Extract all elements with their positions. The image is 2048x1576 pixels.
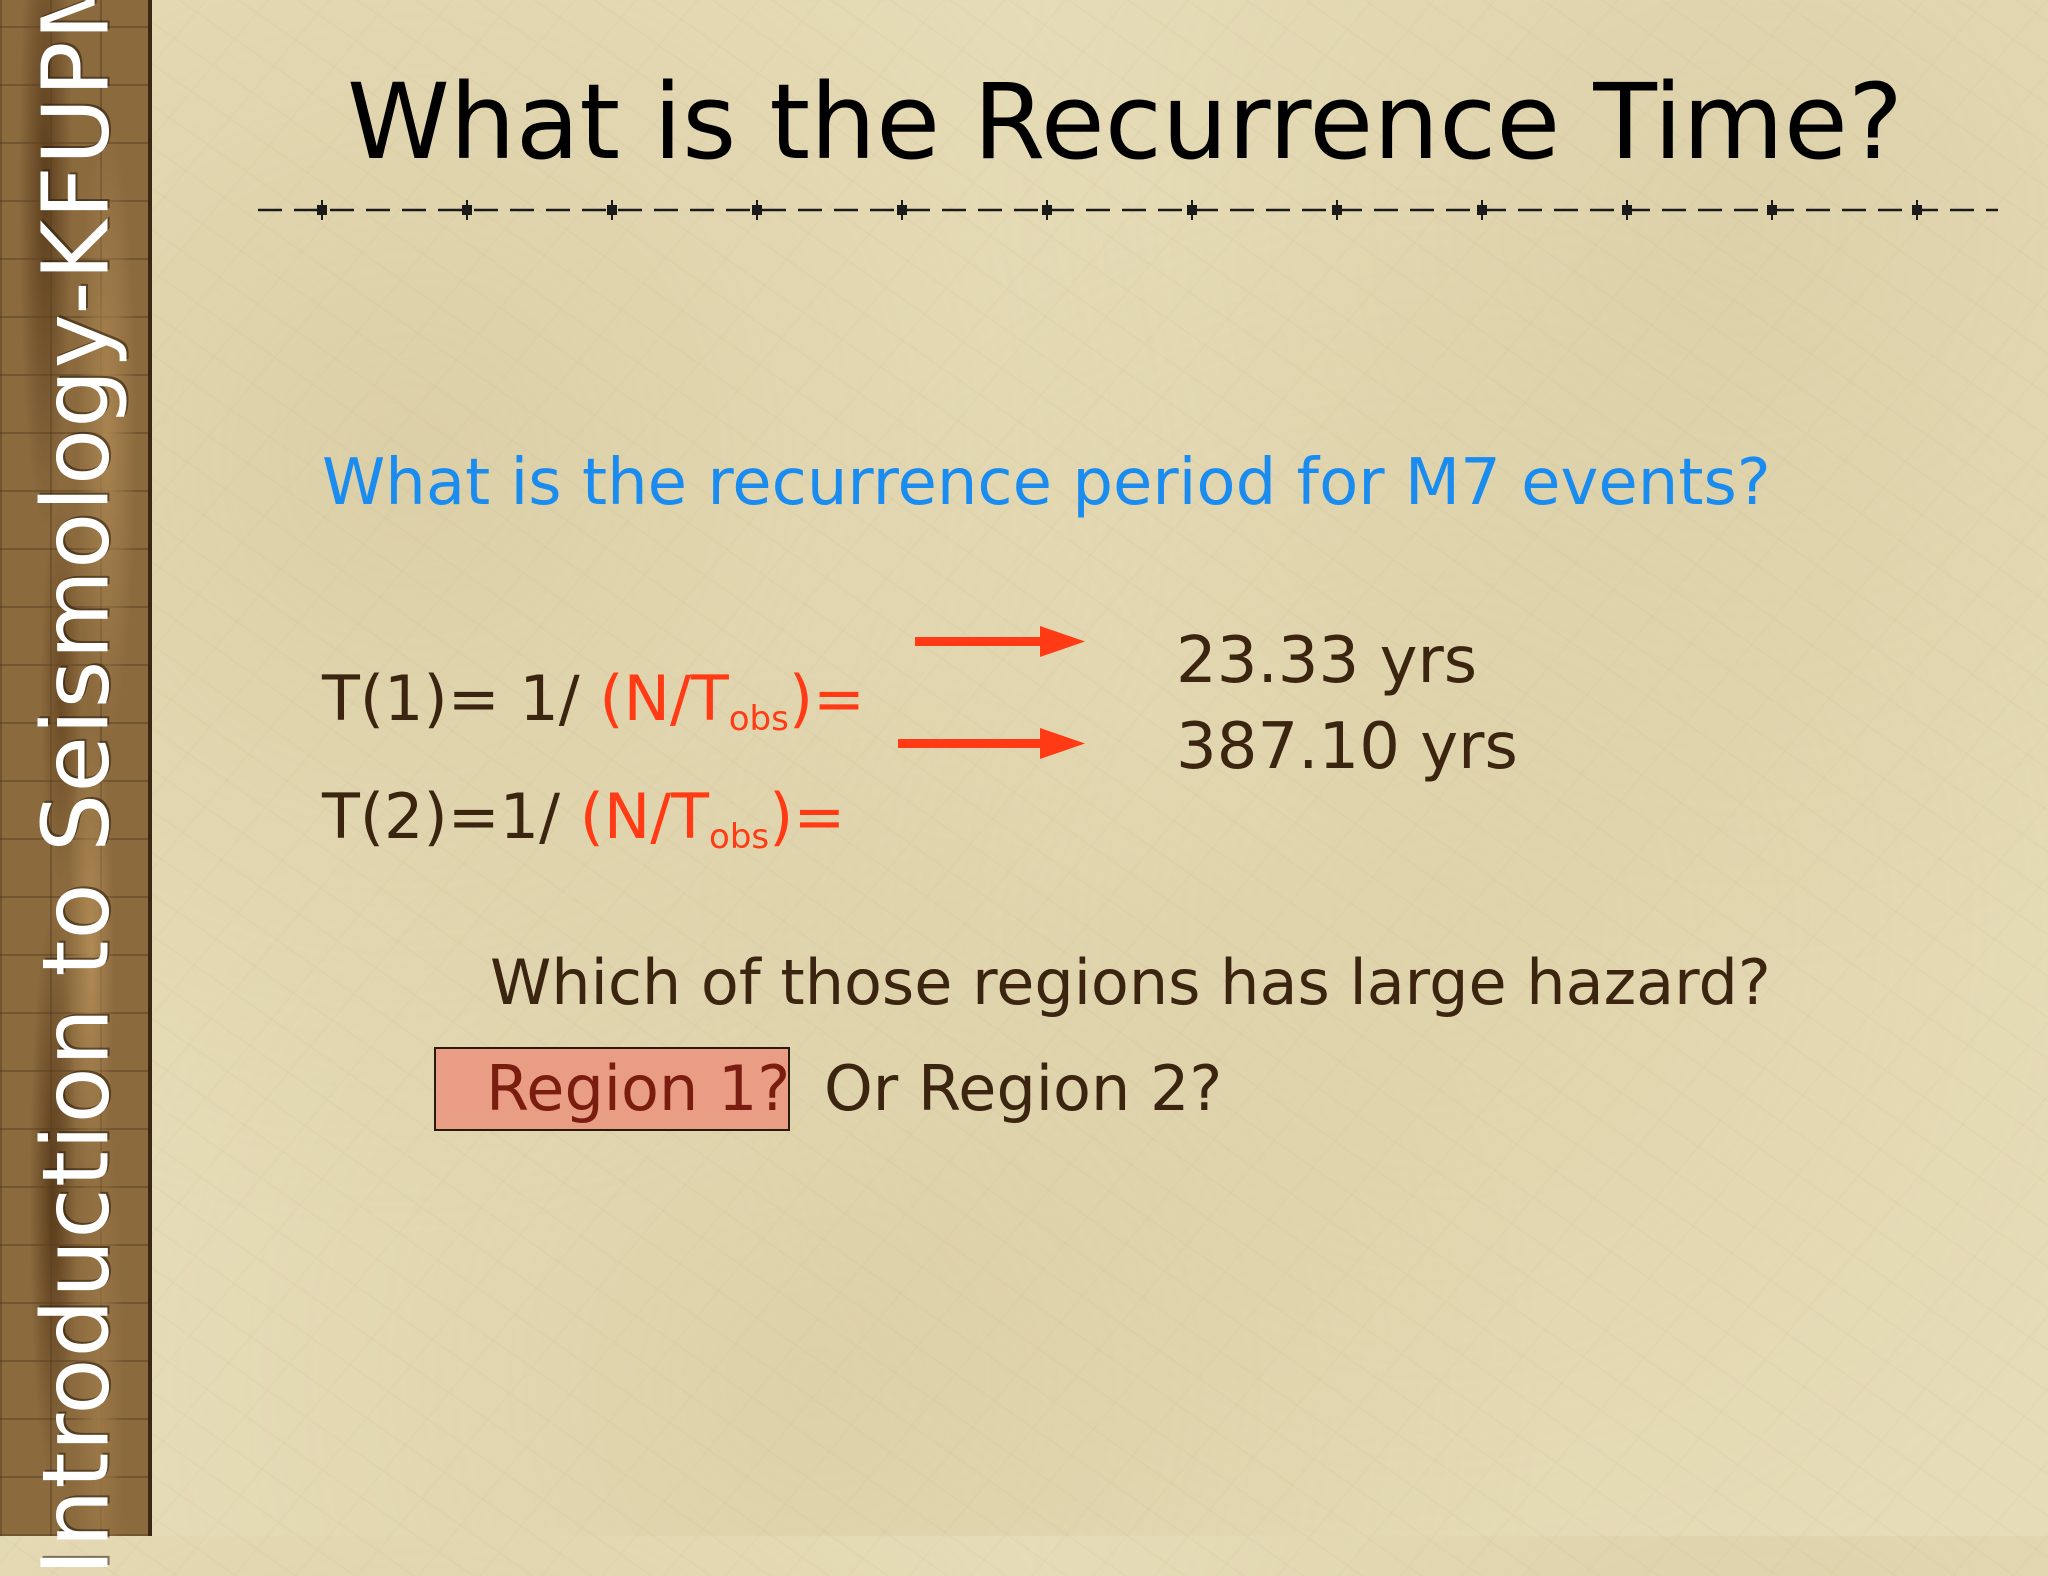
region-2-label: Or Region 2? bbox=[824, 1052, 1223, 1125]
hazard-question: Which of those regions has large hazard? bbox=[490, 946, 1771, 1019]
formula-1-open: (N/T bbox=[599, 662, 729, 735]
result-region-1: 23.33 yrs bbox=[1176, 624, 1478, 698]
formula-1-ratio: (N/Tobs)= bbox=[599, 662, 865, 739]
arrows-group bbox=[898, 626, 1085, 759]
region-1-label: Region 1? bbox=[486, 1052, 791, 1125]
formula-2-open: (N/T bbox=[579, 780, 710, 853]
arrow-right-icon-1 bbox=[915, 626, 1085, 657]
region-1-highlight-box bbox=[434, 1047, 790, 1131]
formula-1-close: )= bbox=[788, 662, 865, 735]
slide-title: What is the Recurrence Time? bbox=[346, 61, 1904, 183]
formula-1-subscript: obs bbox=[728, 699, 789, 739]
sidebar-banner: Introduction to Seismology-KFUPM bbox=[0, 0, 152, 1576]
arrow-right-icon-2 bbox=[898, 728, 1085, 759]
sidebar-label: Introduction to Seismology-KFUPM bbox=[22, 0, 130, 1576]
formula-2-close: )= bbox=[769, 780, 846, 853]
title-divider bbox=[258, 200, 1998, 220]
formula-1-prefix: T(1)= 1/ bbox=[322, 662, 600, 735]
formula-2-ratio: (N/Tobs)= bbox=[579, 780, 846, 857]
formula-region-2: T(2)=1/ (N/Tobs)= bbox=[322, 780, 845, 857]
result-region-2: 387.10 yrs bbox=[1176, 710, 1518, 784]
formula-2-prefix: T(2)=1/ bbox=[322, 780, 580, 853]
sidebar-divider bbox=[148, 0, 152, 1536]
formula-2-subscript: obs bbox=[709, 817, 770, 857]
question-text: What is the recurrence period for M7 eve… bbox=[322, 446, 1771, 520]
formula-region-1: T(1)= 1/ (N/Tobs)= bbox=[322, 662, 865, 739]
